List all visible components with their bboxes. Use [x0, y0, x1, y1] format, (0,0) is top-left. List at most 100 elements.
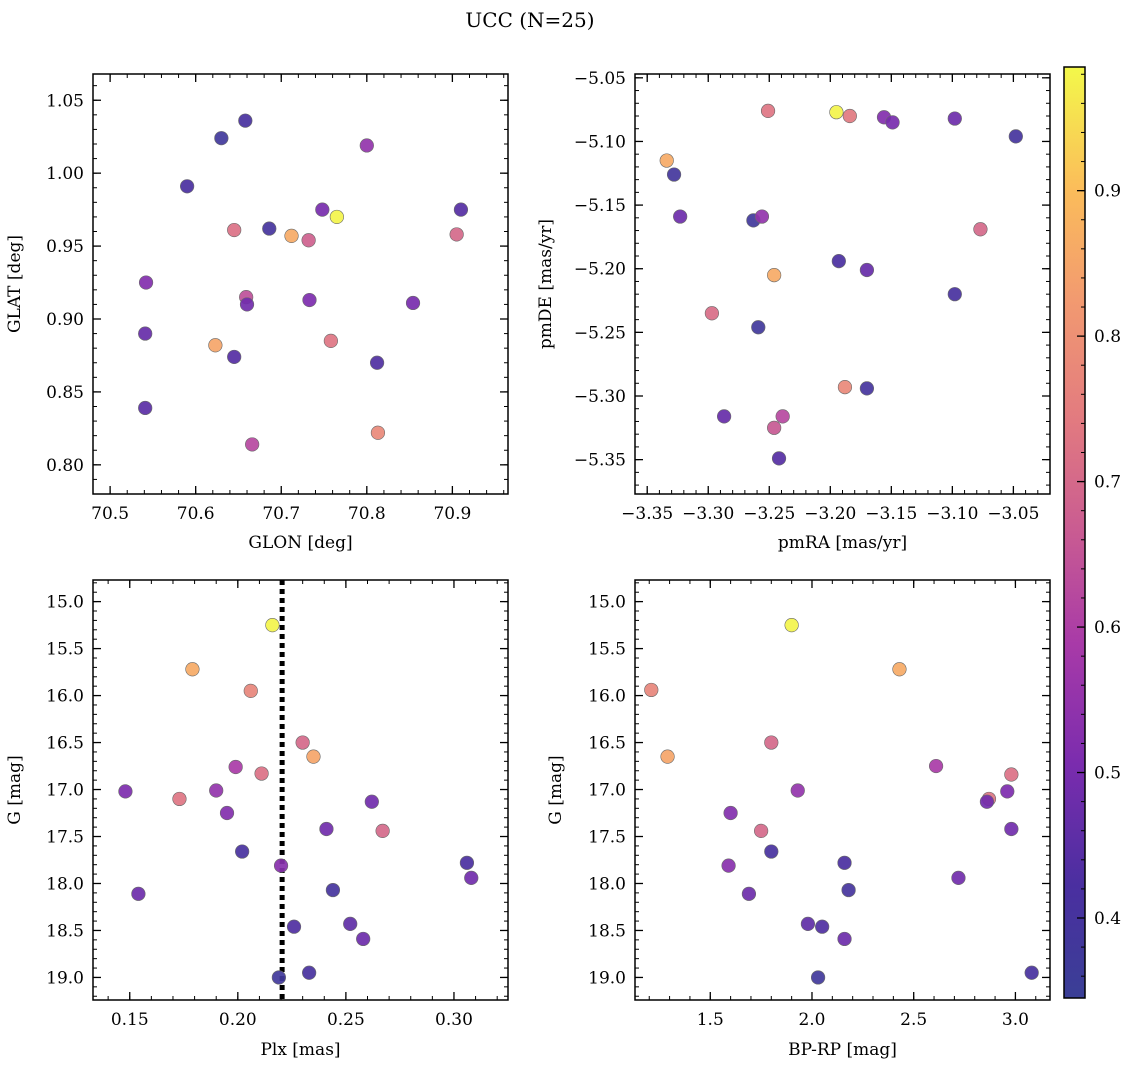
data-point	[185, 662, 200, 677]
data-point	[837, 855, 852, 870]
data-point	[842, 108, 857, 124]
y-tick-label: −5.25	[574, 323, 626, 343]
data-point	[405, 295, 421, 311]
data-point	[449, 227, 464, 242]
data-point	[721, 858, 736, 873]
data-point	[1008, 129, 1023, 144]
y-tick-label: 0.95	[46, 237, 84, 257]
minor-ticks	[93, 74, 508, 494]
x-tick-label: −3.20	[804, 504, 856, 524]
y-tick-label: 0.90	[46, 310, 84, 330]
data-point	[767, 420, 782, 435]
colorbar-tick-label: 0.8	[1094, 327, 1121, 347]
data-point	[1004, 821, 1019, 837]
data-point	[771, 451, 787, 466]
x-tick-label: 3.0	[1002, 1010, 1029, 1030]
y-tick-label: −5.30	[574, 387, 626, 407]
data-point	[227, 349, 242, 365]
data-point	[284, 228, 299, 243]
x-tick-label: 0.15	[111, 1010, 149, 1030]
plot-frame	[92, 73, 509, 495]
data-point	[859, 262, 875, 278]
data-point	[235, 844, 250, 859]
data-point	[754, 209, 770, 224]
y-tick-label: 15.5	[588, 640, 626, 660]
data-points	[118, 618, 479, 985]
data-point	[138, 400, 153, 416]
data-point	[239, 297, 255, 312]
data-point	[673, 209, 688, 224]
y-tick-label: −5.35	[574, 451, 626, 471]
x-tick-label: −3.25	[743, 504, 795, 524]
data-point	[118, 784, 133, 799]
data-point	[979, 794, 995, 809]
data-point	[459, 855, 475, 870]
y-tick-label: 15.5	[46, 640, 84, 660]
data-point	[704, 306, 719, 321]
data-point	[815, 919, 830, 934]
data-point	[644, 682, 659, 698]
y-tick-label: 1.05	[46, 91, 84, 111]
x-tick-label: 70.9	[433, 504, 471, 524]
data-point	[302, 292, 317, 308]
data-point	[209, 783, 224, 798]
y-tick-label: 19.0	[46, 968, 84, 988]
x-axis-label: pmRA [mas/yr]	[778, 533, 907, 553]
data-point	[228, 759, 243, 775]
data-point	[306, 749, 321, 764]
y-tick-label: 0.80	[46, 456, 84, 476]
data-point	[829, 105, 844, 120]
y-tick-label: 18.0	[588, 874, 626, 894]
data-point	[271, 970, 286, 985]
y-tick-label: 16.0	[588, 687, 626, 707]
data-point	[810, 970, 826, 985]
data-point	[892, 662, 907, 677]
data-point	[301, 233, 316, 248]
x-tick-label: −3.05	[987, 504, 1039, 524]
data-point	[947, 287, 962, 302]
data-point	[767, 267, 782, 283]
data-point	[238, 113, 253, 128]
data-point	[764, 735, 779, 750]
y-tick-label: 16.0	[46, 687, 84, 707]
data-point	[947, 111, 962, 126]
data-point	[323, 333, 338, 348]
y-tick-label: 15.0	[46, 593, 84, 613]
data-point	[180, 179, 195, 194]
data-point	[325, 882, 341, 898]
y-axis-label: G [mag]	[546, 755, 566, 824]
y-axis-label: pmDE [mas/yr]	[536, 219, 556, 349]
colorbar-tick-label: 0.7	[1094, 473, 1121, 493]
data-point	[1000, 784, 1015, 799]
x-axis-label: GLON [deg]	[248, 533, 352, 553]
data-point	[369, 355, 385, 370]
data-point	[265, 618, 280, 633]
minor-ticks	[635, 74, 1051, 494]
plot-frame	[92, 579, 509, 1001]
x-tick-label: −3.35	[621, 504, 673, 524]
plot-frame	[634, 73, 1051, 495]
colorbar-tick-label: 0.4	[1094, 909, 1121, 929]
y-tick-label: 0.85	[46, 383, 84, 403]
y-tick-label: −5.20	[574, 260, 626, 280]
y-tick-label: 17.0	[46, 781, 84, 801]
x-tick-label: 0.30	[435, 1010, 473, 1030]
data-point	[356, 931, 371, 947]
data-point	[717, 409, 732, 424]
data-point	[928, 758, 944, 774]
data-point	[329, 209, 344, 225]
data-point	[775, 409, 790, 424]
data-point	[370, 425, 386, 440]
data-point	[138, 275, 154, 290]
x-tick-label: 0.25	[327, 1010, 365, 1030]
x-tick-label: 0.20	[219, 1010, 257, 1030]
data-point	[172, 791, 187, 807]
y-tick-label: 18.5	[588, 921, 626, 941]
data-point	[1004, 767, 1019, 782]
data-point	[208, 338, 223, 353]
x-tick-label: −3.10	[926, 504, 978, 524]
y-tick-label: −5.15	[574, 196, 626, 216]
y-tick-label: −5.10	[574, 132, 626, 152]
colorbar: 0.4 0.5 0.6 0.7 0.8 0.9	[1063, 66, 1121, 999]
x-tick-label: 1.5	[697, 1010, 724, 1030]
